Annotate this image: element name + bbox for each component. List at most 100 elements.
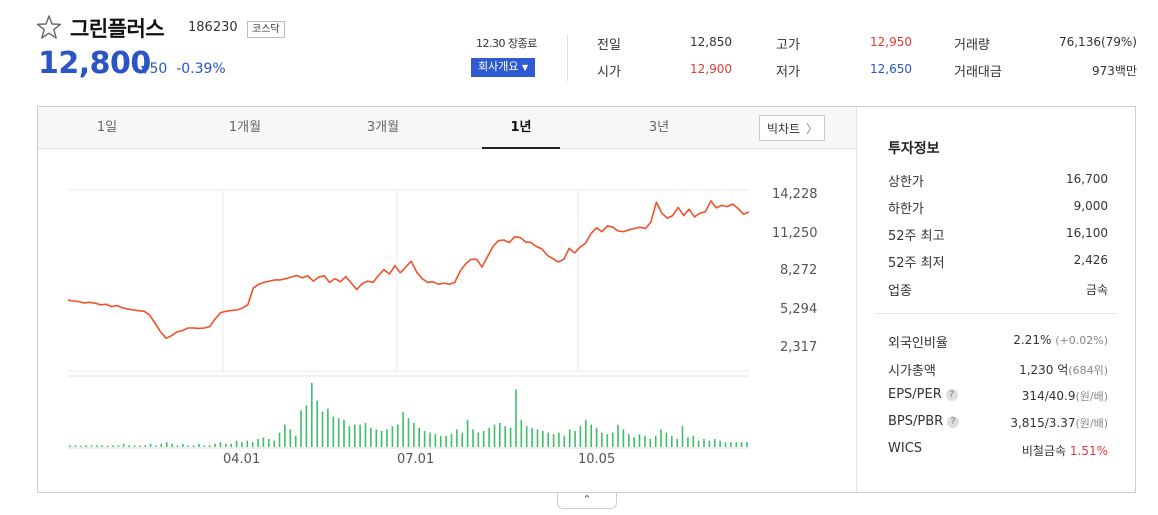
big-chart-button[interactable]: 빅차트 〉 [759,115,825,141]
52w-low-label: 52주 최저 [888,256,945,271]
volume-bar [585,419,587,447]
volume-bar [520,419,523,447]
volume-bar [192,445,195,447]
volume-bar [208,445,211,447]
volume-bar [155,445,157,447]
wics-label: WICS [888,441,923,456]
volume-bar [219,442,222,447]
volume-bar [574,431,576,447]
volume-bar [117,445,120,447]
volume-bar [182,443,184,447]
52w-low-value: 2,426 [1073,253,1108,267]
volume-bar [676,439,678,447]
market-cap-rank: (684위) [1068,364,1108,377]
tab-1year[interactable]: 1년 [482,107,560,149]
help-icon[interactable]: ? [947,416,960,428]
volume-bar [160,443,163,447]
tab-1day[interactable]: 1일 [96,120,118,135]
volume-bar [531,427,533,447]
volume-bar [230,443,232,447]
volume-bar [660,429,662,447]
volume-bar [595,427,598,447]
volume-bar [241,442,243,447]
volume-bar [176,445,179,447]
help-icon[interactable]: ? [945,389,958,401]
stock-name: 그린플러스 [70,17,165,41]
wics-value: 비철금속 1.51% [1022,442,1108,459]
volume-bar [665,432,668,447]
summary-value-volume: 76,136(79%) [1058,35,1137,49]
summary-value-prev: 12,850 [690,35,732,49]
volume-bar [633,437,635,447]
volume-bar [300,410,302,447]
volume-bar [472,429,474,447]
lower-limit-value: 9,000 [1073,199,1108,213]
chart-grid [68,189,749,449]
bps-pbr-unit: (원/배) [1075,417,1108,430]
summary-value-low: 12,650 [870,62,912,76]
volume-bar [423,431,426,447]
favorite-star-icon[interactable] [36,14,62,40]
eps-per-label: EPS/PER? [888,387,958,402]
foreign-ratio-change: (+0.02%) [1055,334,1108,347]
volume-bar [198,443,200,447]
volume-bar [397,424,399,447]
volume-bar [122,443,125,447]
summary-value-open: 12,900 [690,62,732,76]
volume-bar [606,434,609,447]
52w-high-label: 52주 최고 [888,229,945,244]
collapse-toggle-button[interactable]: ⌃ [557,493,617,509]
eps-per-unit: (원/배) [1075,390,1108,403]
tab-1month[interactable]: 1개월 [228,120,262,135]
big-chart-label: 빅차트 [767,122,801,136]
volume-bar [112,445,114,447]
volume-bar [509,427,512,447]
chevron-up-icon: ⌃ [582,493,592,506]
volume-bar [278,432,281,447]
wics-sector: 비철금속 [1021,444,1067,458]
stock-code: 186230 [188,20,238,35]
volume-bar [445,435,447,447]
header-divider [567,35,568,81]
eps-per-text: EPS/PER [888,387,942,402]
summary-label-volume: 거래량 [954,38,990,53]
volume-bar [187,445,189,447]
volume-bar [477,432,480,447]
volume-bar [536,429,539,447]
summary-label-open: 시가 [597,65,621,80]
volume-bar [284,424,286,447]
volume-bar [251,442,254,447]
volume-bar [628,434,630,447]
volume-bar [429,432,431,447]
lower-limit-label: 하한가 [888,202,924,217]
change-percent: -0.39% [176,61,226,77]
eps-per-number: 314/40.9 [1021,389,1076,403]
volume-bar [257,439,259,447]
volume-bar [525,426,528,447]
company-overview-button[interactable]: 회사개요 ▼ [471,58,536,77]
tab-3month[interactable]: 3개월 [366,120,400,135]
change-amount: 50 [149,61,168,77]
market-cap-label: 시가총액 [888,364,936,379]
chart-panel [37,106,1136,493]
bps-pbr-value: 3,815/3.37(원/배) [1010,415,1108,431]
volume-bar [305,405,308,447]
summary-label-amount: 거래대금 [954,65,1002,80]
volume-bar [644,435,646,447]
foreign-ratio-label: 외국인비율 [888,336,948,351]
x-tick-label: 04.01 [223,452,261,467]
tab-3year[interactable]: 3년 [648,120,670,135]
down-arrow-icon: ▼ [141,63,150,76]
volume-bar [434,434,437,447]
volume-bar [746,442,748,447]
volume-bar [139,445,141,447]
volume-bar [128,445,130,447]
summary-value-high: 12,950 [870,35,912,49]
x-tick-label: 10.05 [578,452,616,467]
volume-bar [165,442,168,447]
volume-bar [327,408,329,447]
current-price: 12,800 [38,46,151,81]
volume-bar [171,443,173,447]
volume-bar [601,432,603,447]
volume-bar [144,445,146,447]
